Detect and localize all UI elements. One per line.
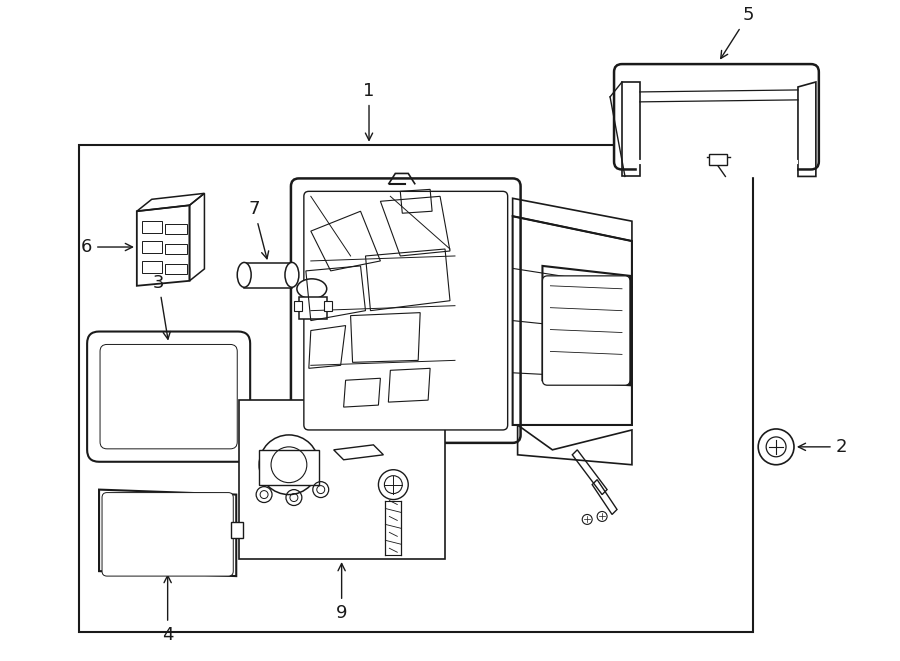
Text: 3: 3 [153, 274, 170, 339]
Bar [165, 264, 186, 274]
Bar [709, 153, 727, 165]
Text: 7: 7 [248, 200, 269, 258]
Text: 8: 8 [310, 216, 325, 274]
Text: 6: 6 [81, 238, 132, 256]
Bar [165, 244, 186, 254]
Bar [239, 400, 445, 559]
Bar [142, 221, 162, 233]
FancyBboxPatch shape [87, 332, 250, 462]
Text: 1: 1 [364, 82, 374, 140]
FancyBboxPatch shape [102, 492, 233, 576]
FancyBboxPatch shape [614, 64, 819, 169]
Bar [142, 261, 162, 273]
Bar [259, 450, 319, 485]
Bar [231, 522, 243, 538]
FancyBboxPatch shape [543, 276, 630, 385]
Bar [79, 145, 753, 632]
Bar [142, 241, 162, 253]
FancyBboxPatch shape [100, 344, 238, 449]
Text: 5: 5 [721, 7, 754, 58]
Bar [299, 297, 327, 319]
Ellipse shape [297, 279, 327, 299]
FancyBboxPatch shape [304, 191, 508, 430]
Bar [294, 301, 302, 311]
FancyBboxPatch shape [291, 178, 520, 443]
Bar [165, 224, 186, 234]
Bar [324, 301, 332, 311]
Bar [244, 263, 292, 288]
Text: 2: 2 [798, 438, 847, 456]
Ellipse shape [285, 262, 299, 288]
Ellipse shape [238, 262, 251, 288]
Text: 4: 4 [162, 576, 174, 644]
Text: 9: 9 [336, 564, 347, 622]
